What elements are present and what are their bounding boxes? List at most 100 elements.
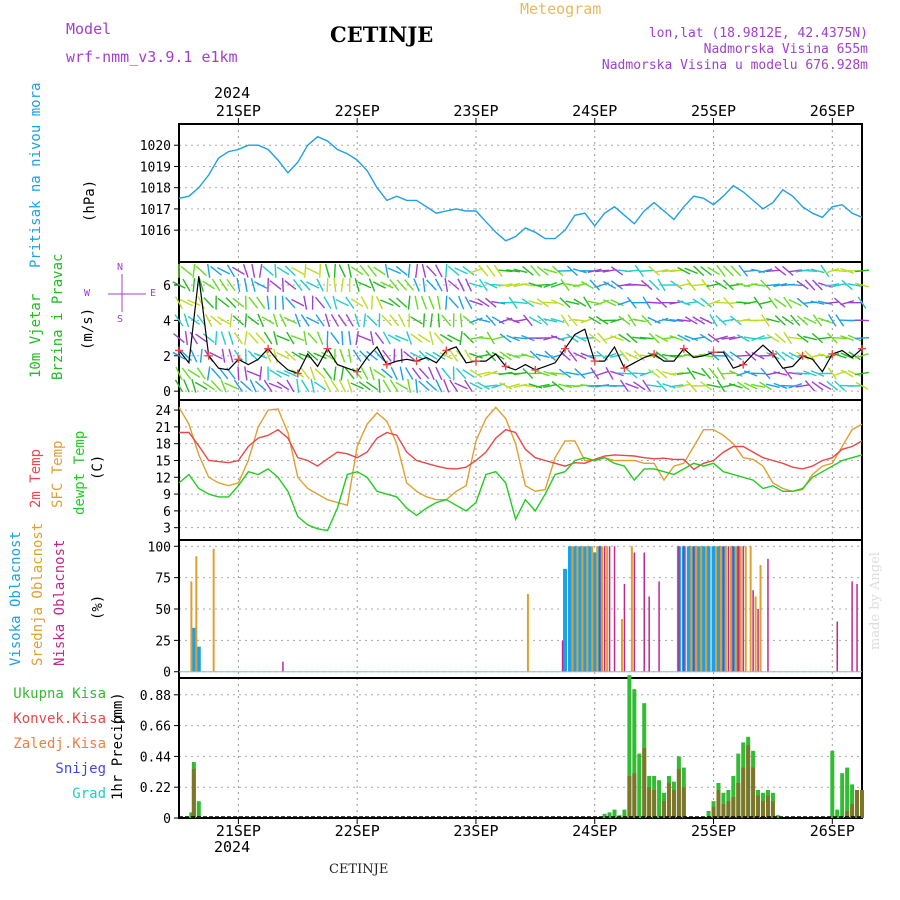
mid-cloud-bar bbox=[705, 546, 708, 672]
wind-arrow bbox=[795, 372, 810, 375]
conv-precip-bar bbox=[681, 787, 686, 818]
conv-precip-bar bbox=[726, 801, 731, 818]
high-cloud-bar bbox=[191, 627, 196, 672]
wind-arrow bbox=[530, 265, 541, 277]
conv-precip-bar bbox=[855, 790, 860, 818]
lonlat-label: lon,lat (18.9812E, 42.4375N) bbox=[648, 26, 868, 41]
top-date-label: 22SEP bbox=[335, 102, 380, 120]
wind-arrow bbox=[706, 282, 721, 288]
wind-arrow bbox=[700, 297, 712, 308]
wind-arrow bbox=[281, 277, 284, 293]
wind-arrow bbox=[477, 298, 490, 308]
wind-arrow bbox=[847, 370, 862, 377]
wind-arrow bbox=[617, 283, 632, 287]
wind-arrow bbox=[753, 296, 763, 309]
wind-arrow bbox=[439, 351, 453, 360]
wind-arrow bbox=[478, 265, 489, 277]
mid-cloud-bar bbox=[212, 548, 215, 672]
wind-arrow bbox=[447, 334, 461, 342]
wind-arrow bbox=[716, 379, 726, 393]
y-tick-label: 1017 bbox=[140, 203, 171, 218]
wind-arrow bbox=[781, 315, 794, 325]
total-precip-bar bbox=[775, 815, 780, 818]
wind-arrow bbox=[244, 331, 248, 346]
wind-arrow bbox=[552, 265, 564, 277]
panel-frame bbox=[178, 261, 863, 401]
wind-arrow bbox=[276, 266, 290, 276]
y-tick-label: 1018 bbox=[140, 182, 171, 197]
top-date-label: 26SEP bbox=[810, 102, 855, 120]
wind-arrow bbox=[491, 300, 506, 305]
mid-cloud-bar bbox=[754, 596, 757, 672]
wind-arrow bbox=[543, 281, 558, 289]
wind-arrow bbox=[550, 317, 565, 323]
wind-arrow bbox=[248, 296, 259, 309]
wind-arrow bbox=[397, 313, 406, 327]
wind-arrow bbox=[499, 381, 513, 390]
wind-arrow bbox=[826, 332, 838, 344]
wind-arrow bbox=[249, 379, 257, 393]
legend-conv-precip: Konvek.Kisa bbox=[13, 711, 106, 727]
low-cloud-bar bbox=[836, 621, 839, 672]
wind-arrow bbox=[610, 280, 624, 290]
mid-cloud-bar bbox=[591, 546, 594, 672]
wind-arrow bbox=[243, 277, 248, 293]
wind-arrow bbox=[765, 383, 780, 389]
wind-arrow bbox=[232, 297, 245, 308]
wind-arrow bbox=[648, 265, 660, 276]
wind-arrow bbox=[684, 300, 699, 305]
wind-arrow bbox=[817, 336, 832, 340]
wind-arrow bbox=[626, 368, 638, 379]
wind-arrow bbox=[528, 316, 542, 325]
wind-arrow bbox=[381, 368, 393, 379]
wind-arrow bbox=[811, 332, 824, 344]
y-tick-label: 75 bbox=[155, 572, 171, 587]
wind-arrow bbox=[513, 371, 528, 376]
wind-arrow bbox=[647, 384, 662, 388]
wind-arrow bbox=[655, 297, 668, 308]
wind-arrow bbox=[173, 333, 185, 344]
wind-arrow bbox=[589, 279, 601, 291]
station-title: CETINJE bbox=[330, 22, 434, 47]
wind-speed-line bbox=[178, 276, 863, 375]
wind-arrow bbox=[513, 336, 528, 340]
wind-arrow bbox=[254, 281, 268, 289]
wind-arrow bbox=[172, 351, 186, 360]
wind-arrow bbox=[544, 350, 556, 361]
wind-arrow bbox=[262, 265, 274, 276]
wind-arrow bbox=[347, 263, 352, 278]
wind-arrow bbox=[529, 350, 541, 362]
wind-arrow bbox=[298, 352, 313, 359]
wind-arrow bbox=[670, 280, 683, 290]
pressure-ylabel: Pritisak na nivou mora bbox=[28, 82, 44, 268]
wind-arrow bbox=[669, 335, 684, 342]
wind-arrow bbox=[476, 317, 491, 323]
wind-arrow bbox=[760, 367, 771, 380]
wind-gust-mark bbox=[620, 364, 629, 373]
wind-arrow bbox=[256, 296, 266, 309]
wind-arrow bbox=[224, 382, 238, 390]
wind-arrow bbox=[602, 352, 617, 359]
wind-arrow bbox=[363, 313, 367, 328]
wind-arrow bbox=[788, 383, 803, 389]
wind-arrow bbox=[300, 379, 310, 393]
low-cloud-bar bbox=[658, 581, 660, 672]
wind-arrow bbox=[332, 295, 338, 310]
low-cloud-bar bbox=[683, 546, 685, 672]
wind-arrow bbox=[268, 382, 283, 390]
conv-precip-bar bbox=[671, 790, 676, 818]
low-cloud-bar bbox=[643, 552, 645, 672]
wind-arrow bbox=[560, 278, 570, 292]
top-date-label: 25SEP bbox=[691, 102, 736, 120]
wind-arrow bbox=[833, 297, 846, 308]
wind-arrow bbox=[350, 266, 364, 276]
y-tick-label: 6 bbox=[163, 505, 171, 520]
wind-arrow bbox=[840, 335, 854, 342]
wind-ylabel: 10m Vjetar bbox=[28, 293, 44, 378]
low-cloud-bar bbox=[282, 661, 284, 672]
wind-arrow bbox=[707, 266, 720, 276]
wind-arrow bbox=[464, 379, 473, 393]
wind-arrow bbox=[573, 334, 587, 342]
wind-arrow bbox=[774, 315, 786, 326]
